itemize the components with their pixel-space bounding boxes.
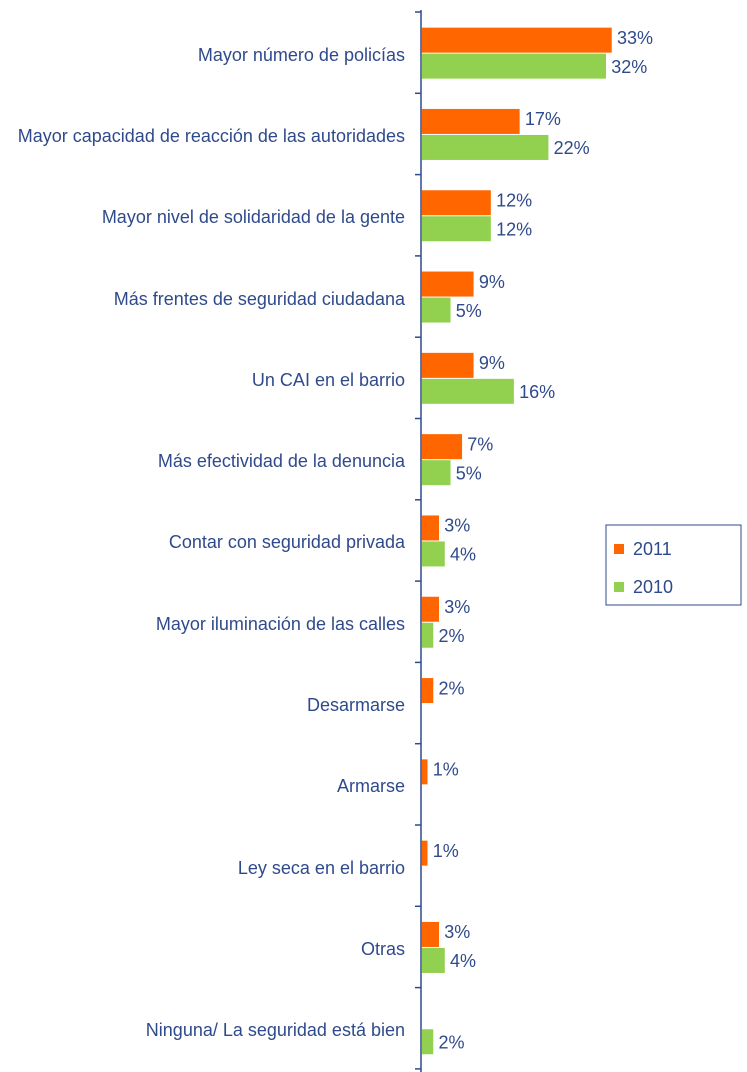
- y-tick-label: Mayor capacidad de reacción de las autor…: [17, 125, 405, 146]
- y-tick-label: Ley seca en el barrio: [237, 857, 405, 878]
- bar: [421, 947, 445, 973]
- y-tick-label: Mayor iluminación de las calles: [155, 613, 405, 634]
- bar: [421, 622, 434, 648]
- value-label: 17%: [525, 109, 561, 129]
- bar: [421, 678, 434, 704]
- bar: [421, 541, 445, 567]
- bar: [421, 840, 428, 866]
- y-tick-label: Desarmarse: [306, 695, 405, 716]
- bar: [421, 759, 428, 785]
- bar: [421, 378, 514, 404]
- bar: [421, 27, 612, 53]
- value-label: 33%: [617, 28, 653, 48]
- y-tick-label: Más efectividad de la denuncia: [157, 451, 405, 472]
- value-label: 5%: [456, 301, 482, 321]
- value-label: 9%: [479, 272, 505, 292]
- value-label: 12%: [496, 220, 532, 240]
- value-label: 22%: [554, 138, 590, 158]
- value-label: 2%: [439, 626, 465, 646]
- category-label-box: Contar con seguridad privada: [5, 502, 405, 582]
- category-label-box: Desarmarse: [5, 665, 405, 745]
- category-label-box: Mayor iluminación de las calles: [5, 584, 405, 664]
- bar: [421, 921, 440, 947]
- value-label: 5%: [456, 463, 482, 483]
- y-tick-label: Mayor nivel de solidaridad de la gente: [101, 207, 405, 228]
- value-label: 2%: [439, 678, 465, 698]
- bar: [421, 216, 491, 242]
- y-tick-label: Armarse: [336, 776, 405, 797]
- value-label: 9%: [479, 353, 505, 373]
- bar: [421, 515, 440, 541]
- bar: [421, 297, 451, 323]
- category-label-box: Ley seca en el barrio: [5, 828, 405, 908]
- category-label-box: Mayor capacidad de reacción de las autor…: [5, 96, 405, 176]
- value-label: 1%: [433, 760, 459, 780]
- value-label: 4%: [450, 951, 476, 971]
- category-label-box: Mayor número de policías: [5, 15, 405, 95]
- value-label: 4%: [450, 545, 476, 565]
- bar: [421, 53, 606, 79]
- category-label-box: Ninguna/ La seguridad está bien: [5, 990, 405, 1070]
- y-tick-label: Otras: [360, 938, 405, 959]
- category-label-box: Otras: [5, 909, 405, 989]
- category-label-box: Mayor nivel de solidaridad de la gente: [5, 177, 405, 257]
- value-label: 16%: [519, 382, 555, 402]
- bar: [421, 460, 451, 486]
- category-label-box: Más frentes de seguridad ciudadana: [5, 259, 405, 339]
- legend-swatch: [614, 544, 624, 554]
- value-label: 1%: [433, 841, 459, 861]
- y-tick-label: Más frentes de seguridad ciudadana: [113, 288, 405, 309]
- value-label: 3%: [444, 597, 470, 617]
- legend-box: [605, 524, 742, 606]
- y-tick-label: Un CAI en el barrio: [251, 369, 405, 390]
- value-label: 32%: [611, 57, 647, 77]
- bar: [421, 271, 474, 297]
- bar: [421, 1029, 434, 1055]
- bar: [421, 190, 491, 216]
- value-label: 7%: [467, 434, 493, 454]
- y-tick-label: Mayor número de policías: [197, 44, 405, 65]
- value-label: 12%: [496, 191, 532, 211]
- bar: [421, 596, 440, 622]
- legend-swatch: [614, 582, 624, 592]
- bar: [421, 434, 463, 460]
- y-tick-label: Contar con seguridad privada: [168, 532, 405, 553]
- bar: [421, 108, 520, 134]
- legend-label: 2010: [633, 577, 673, 597]
- bar: [421, 134, 549, 160]
- category-label-box: Más efectividad de la denuncia: [5, 421, 405, 501]
- bar: [421, 352, 474, 378]
- category-label-box: Un CAI en el barrio: [5, 340, 405, 420]
- value-label: 2%: [439, 1033, 465, 1053]
- value-label: 3%: [444, 516, 470, 536]
- y-tick-label: Ninguna/ La seguridad está bien: [145, 1020, 405, 1041]
- category-label-box: Armarse: [5, 746, 405, 826]
- value-label: 3%: [444, 922, 470, 942]
- legend-label: 2011: [633, 539, 672, 559]
